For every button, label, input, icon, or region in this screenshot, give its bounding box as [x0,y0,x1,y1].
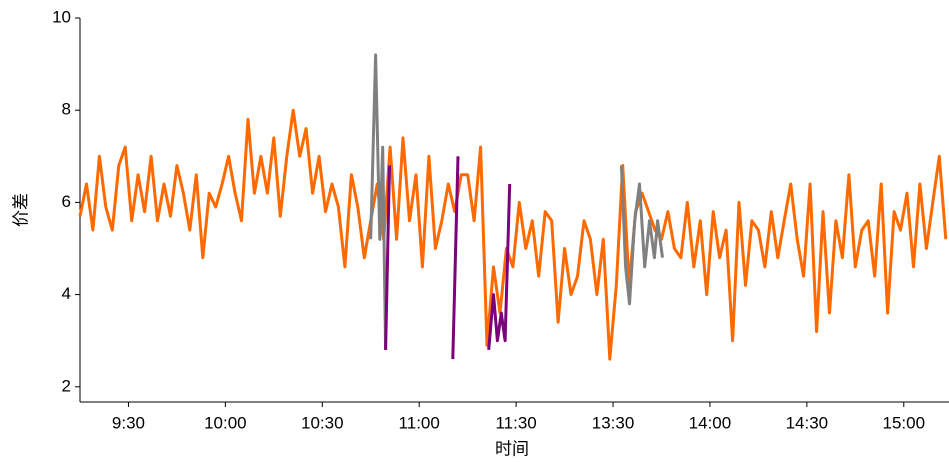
x-tick-label: 14:00 [689,413,732,432]
y-axis-label: 价差 [11,193,30,227]
line-series [78,108,948,361]
x-tick-label: 13:30 [592,413,635,432]
y-tick-label: 4 [62,284,71,303]
x-tick-label: 10:00 [204,413,247,432]
x-tick-label: 11:30 [495,413,536,432]
x-tick-label: 11:00 [399,413,440,432]
x-tick-label: 15:00 [882,413,925,432]
y-tick-label: 10 [52,7,71,26]
line-series [369,53,664,350]
y-tick-label: 8 [62,100,71,119]
x-tick-label: 10:30 [301,413,344,432]
y-tick-label: 2 [62,376,71,395]
x-axis-label: 时间 [495,439,529,458]
x-tick-label: 9:30 [112,413,145,432]
y-tick-label: 6 [62,192,71,211]
line-series [384,156,512,360]
x-tick-label: 14:30 [786,413,829,432]
